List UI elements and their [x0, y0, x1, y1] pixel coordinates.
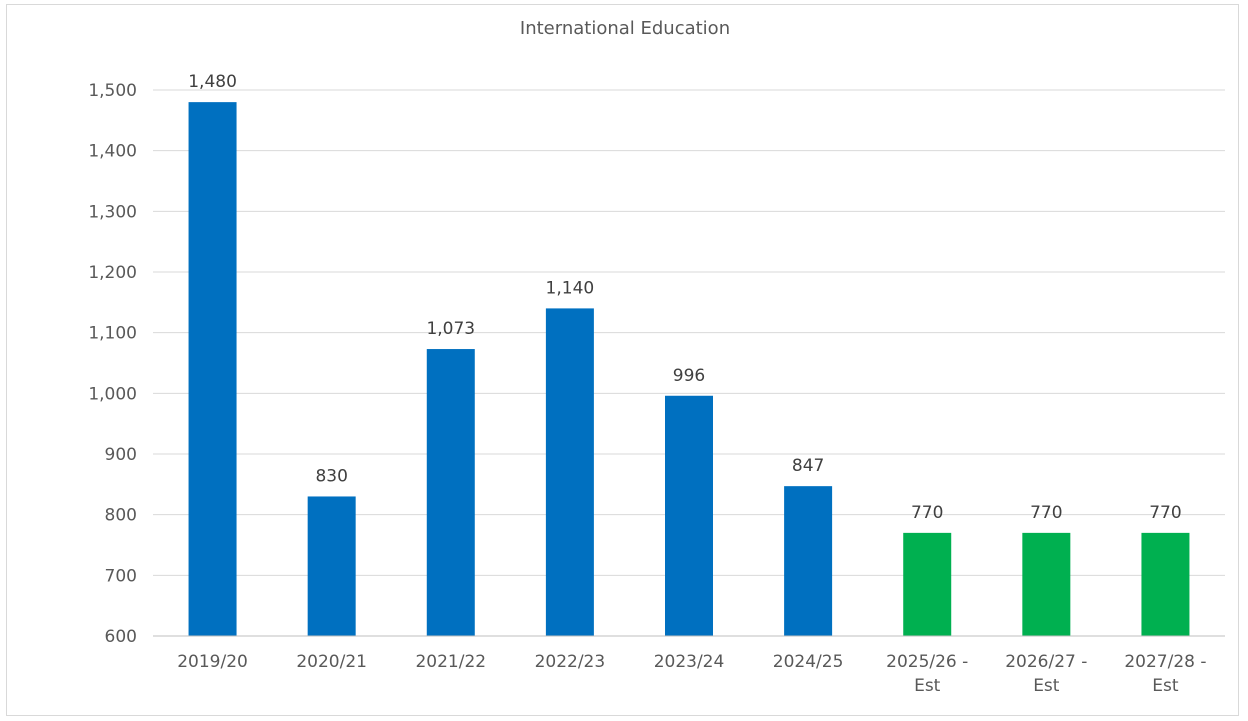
x-tick-label: Est — [1152, 676, 1179, 696]
x-tick-label: 2019/20 — [177, 652, 248, 672]
y-axis-ticks: 600 700 800 900 1,000 1,100 1,200 1,300 1,400 1,5… — [88, 81, 137, 647]
data-label: 847 — [792, 456, 824, 476]
y-tick-label: 1,200 — [88, 263, 137, 283]
y-tick-label: 800 — [105, 506, 137, 526]
x-tick-label: Est — [914, 676, 941, 696]
data-label: 1,073 — [426, 319, 475, 339]
bar — [188, 102, 237, 637]
bar — [784, 486, 833, 636]
data-label: 770 — [911, 503, 943, 523]
x-tick-label: 2022/23 — [535, 652, 606, 672]
data-label: 1,480 — [188, 72, 237, 92]
data-label: 996 — [673, 366, 705, 386]
chart-title: International Education — [520, 18, 730, 39]
x-tick-label: 2025/26 - — [886, 652, 968, 672]
x-tick-label: 2027/28 - — [1124, 652, 1206, 672]
data-label: 770 — [1149, 503, 1181, 523]
y-tick-label: 1,100 — [88, 324, 137, 344]
y-tick-label: 1,500 — [88, 81, 137, 101]
data-label: 1,140 — [546, 278, 595, 298]
y-tick-label: 1,300 — [88, 202, 137, 222]
bar — [1022, 532, 1071, 636]
y-tick-label: 1,000 — [88, 384, 137, 404]
x-tick-label: 2024/25 — [773, 652, 844, 672]
x-tick-label: 2021/22 — [415, 652, 486, 672]
x-tick-label: 2023/24 — [654, 652, 725, 672]
bars — [188, 102, 1190, 637]
data-label: 770 — [1030, 503, 1062, 523]
y-tick-label: 900 — [105, 445, 137, 465]
bar — [307, 496, 356, 636]
data-label: 830 — [315, 466, 347, 486]
x-axis-ticks: 2019/20 2020/21 2021/22 2022/23 2023/24 2024/… — [177, 652, 1206, 696]
y-tick-label: 600 — [105, 627, 137, 647]
bar — [665, 395, 713, 636]
bar — [545, 308, 594, 636]
x-tick-label: Est — [1033, 676, 1060, 696]
bar — [1141, 532, 1190, 636]
bar — [903, 532, 952, 636]
data-labels: 1,480 830 1,073 1,140 996 847 770 770 770 — [188, 72, 1181, 523]
x-tick-label: 2026/27 - — [1005, 652, 1087, 672]
x-tick-label: 2020/21 — [296, 652, 367, 672]
bar — [426, 349, 475, 636]
y-tick-label: 1,400 — [88, 142, 137, 162]
y-tick-label: 700 — [105, 566, 137, 586]
